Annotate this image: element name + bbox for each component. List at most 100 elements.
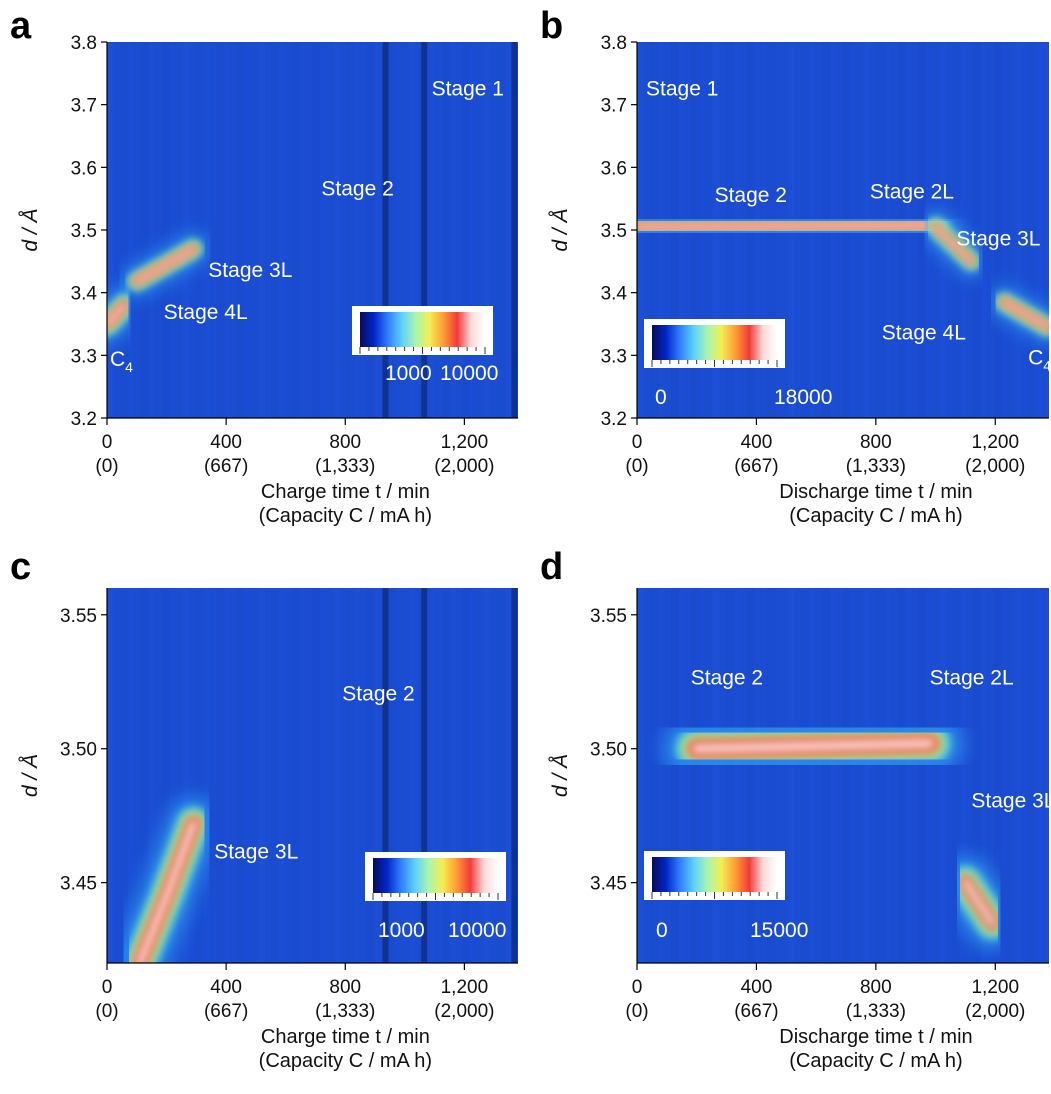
y-tick-label: 3.50 [590,740,627,761]
heatmap-area: Stage 2 Stage 2L Stage 3L [637,588,1049,963]
heatmap-texture-column [1022,588,1029,963]
x-tick-label: 0 [632,432,643,453]
heatmap-texture-column [994,42,1002,418]
diffraction-band [938,855,1020,950]
colorbar-label: 15000 [750,919,808,942]
diffraction-band [113,796,221,963]
heatmap-texture-column [470,588,477,963]
y-tick-label: 3.6 [601,158,627,179]
heatmap-texture-column [354,588,361,963]
heatmap-area: Stage 2 Stage 3L [107,588,518,963]
x-tick-capacity-label: (667) [204,456,248,477]
colorbar-label: 1000 [385,362,432,385]
heatmap-texture-column [312,588,320,963]
x-axis-subtitle: (Capacity C / mA h) [259,1050,432,1072]
heatmap-texture-column [463,588,471,963]
heatmap-texture-column [299,588,306,963]
band-layer [637,222,939,230]
colorbar-label: 1000 [378,919,425,942]
band-layer [1002,299,1049,330]
x-tick-label: 400 [741,432,773,453]
stage-annotation: Stage 2L [870,181,954,204]
x-tick-label: 800 [860,432,892,453]
heatmap-texture-column [278,588,285,963]
colorbar-gradient [360,312,485,347]
heatmap-texture-column [141,42,149,418]
heatmap-texture-column [169,42,176,418]
y-tick-label: 3.50 [60,740,97,761]
diffraction-band [663,709,964,783]
heatmap-texture-column [497,588,505,963]
heatmap-texture-column [456,588,464,963]
heatmap-texture-column [987,588,995,963]
colorbar-gradient [652,325,777,360]
stage-annotation: Stage 2L [930,666,1014,689]
heatmap-texture-column [664,588,672,963]
heatmap-texture-column [650,588,659,963]
colorbar-gradient [652,857,777,892]
panel-letter: a [10,5,32,47]
heatmap-texture-column [973,588,981,963]
heatmap-texture-column [966,42,974,418]
dark-stripe [511,588,518,963]
stage-annotation: Stage 2 [342,683,414,706]
heatmap-texture-column [1007,42,1016,418]
colorbar-label: 18000 [774,386,832,409]
heatmap-texture-column [435,588,444,963]
heatmap-texture-column [175,588,183,963]
colorbar: 1000 10000 [352,306,498,385]
y-tick-label: 3.7 [71,96,97,117]
x-tick-capacity-label: (1,333) [315,1001,375,1022]
x-tick-capacity-label: (1,333) [846,1001,906,1022]
heatmap-texture-column [374,588,381,963]
y-axis-title: d / Å [549,754,572,797]
y-tick-label: 3.5 [601,221,627,242]
heatmap-texture-column [291,588,300,963]
x-tick-label: 0 [632,977,643,998]
x-tick-capacity-label: (0) [95,1001,118,1022]
x-tick-label: 1,200 [971,432,1019,453]
stage-annotation: Stage 3L [208,259,292,282]
heatmap-texture-column [148,42,155,418]
stage-annotation: Stage 1 [432,77,504,100]
heatmap-texture-column [346,588,355,963]
y-tick-label: 3.8 [71,33,97,54]
heatmap-texture-column [230,588,238,963]
stage-annotation: Stage 2 [321,178,393,201]
x-tick-capacity-label: (2,000) [434,456,494,477]
heatmap-texture-column [114,588,121,963]
band-layer [692,738,935,754]
heatmap-texture-column [134,588,142,963]
y-tick-label: 3.4 [71,284,98,305]
heatmap-texture-column [644,588,651,963]
subscript: 4 [1043,358,1051,374]
heatmap-texture-column [244,588,251,963]
heatmap-texture-column [285,588,293,963]
heatmap-texture-column [1028,42,1036,418]
band-layer [136,819,198,963]
y-tick-label: 3.3 [601,346,627,367]
colorbar-label: 10000 [448,919,506,942]
heatmap-texture-column [387,588,396,963]
y-axis-title: d / Å [19,754,42,797]
x-tick-label: 0 [102,432,113,453]
colorbar-gradient [373,858,498,893]
heatmap-texture-column [442,588,450,963]
heatmap-texture-column [966,588,974,963]
band-layer [933,224,974,264]
heatmap-texture-column [250,588,259,963]
colorbar-label: 10000 [440,362,498,385]
colorbar-label: 0 [655,386,667,409]
y-tick-label: 3.45 [60,874,97,895]
x-tick-capacity-label: (2,000) [965,456,1025,477]
x-tick-label: 800 [860,977,892,998]
band-layer [134,246,196,284]
x-tick-capacity-label: (1,333) [315,456,375,477]
diffraction-band [988,286,1049,343]
stage-annotation: Stage 1 [646,77,718,100]
heatmap-texture-column [476,588,485,963]
heatmap-texture-column [154,588,163,963]
diffraction-band [107,286,144,343]
heatmap-texture-column [120,588,129,963]
